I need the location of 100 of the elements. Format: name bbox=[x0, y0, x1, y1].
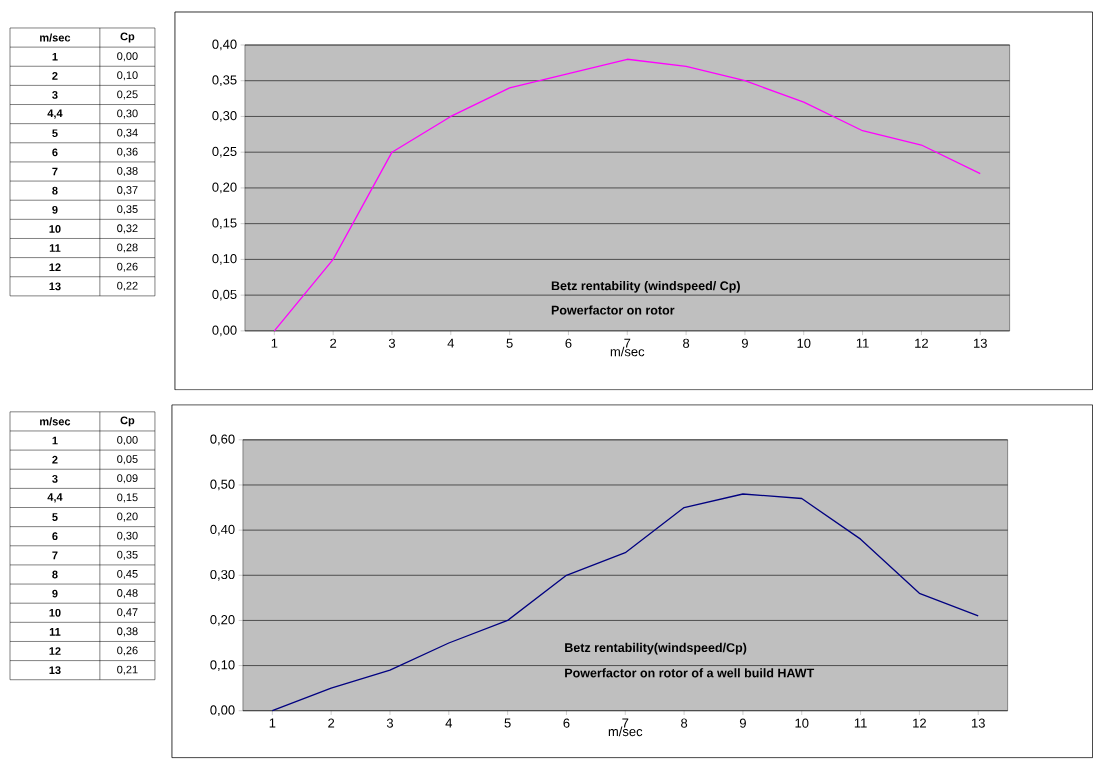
text: 0,00 bbox=[117, 52, 138, 62]
text: Cp bbox=[120, 416, 135, 427]
x-tick-label: 4 bbox=[445, 718, 453, 728]
line-series bbox=[273, 58, 981, 332]
text: 2 bbox=[52, 72, 58, 80]
text: 8 bbox=[52, 186, 58, 195]
text: 0,38 bbox=[117, 167, 138, 177]
text: 0,34 bbox=[117, 128, 138, 138]
text: 11 bbox=[49, 244, 61, 252]
y-tick-label: 0,15 bbox=[212, 218, 237, 230]
x-tick-label: 5 bbox=[504, 718, 511, 728]
y-tick-label: 0,30 bbox=[212, 111, 237, 122]
text: 0,20 bbox=[117, 512, 138, 522]
text: 10 bbox=[49, 225, 61, 233]
line-series bbox=[271, 493, 979, 712]
text: 0,36 bbox=[117, 147, 138, 158]
text: 0,30 bbox=[117, 109, 138, 119]
x-tick-label: 1 bbox=[271, 338, 278, 348]
text: 7 bbox=[52, 551, 58, 560]
text: 11 bbox=[49, 628, 61, 636]
annotation: Powerfactor on rotor bbox=[551, 305, 675, 315]
text: 0,15 bbox=[117, 493, 138, 503]
x-tick-label: 4 bbox=[447, 338, 455, 348]
y-tick-label: 0,50 bbox=[210, 479, 235, 491]
x-tick-label: 8 bbox=[683, 338, 690, 348]
text: 13 bbox=[49, 666, 61, 675]
y-tick-label: 0,30 bbox=[210, 570, 235, 581]
x-tick-label: 6 bbox=[565, 338, 572, 348]
x-tick-label: 2 bbox=[330, 338, 337, 348]
x-tick-label: 7 bbox=[622, 718, 629, 728]
x-tick-label: 13 bbox=[973, 338, 987, 348]
text: 0,47 bbox=[117, 608, 138, 618]
text: 0,21 bbox=[117, 665, 138, 675]
text: 6 bbox=[52, 532, 58, 541]
x-tick-label: 6 bbox=[563, 718, 570, 728]
text: 1 bbox=[52, 436, 58, 445]
y-tick-label: 0,10 bbox=[212, 254, 237, 265]
text: 0,09 bbox=[117, 474, 138, 484]
text: 0,10 bbox=[117, 71, 138, 81]
x-tick-label: 2 bbox=[328, 718, 335, 728]
text: m/sec bbox=[40, 33, 71, 42]
x-tick-label: 10 bbox=[797, 338, 811, 348]
text: 10 bbox=[49, 609, 61, 617]
x-tick-label: 10 bbox=[795, 718, 809, 728]
text: 4,4 bbox=[47, 109, 63, 119]
x-tick-label: 12 bbox=[913, 718, 926, 728]
text: 9 bbox=[52, 589, 58, 598]
text: 0,26 bbox=[117, 262, 138, 272]
x-tick-label: 11 bbox=[856, 338, 869, 348]
x-tick-label: 13 bbox=[971, 718, 985, 728]
annotation: Powerfactor on rotor of a well build HAWT bbox=[565, 668, 815, 678]
y-tick-label: 0,40 bbox=[212, 39, 237, 51]
x-axis-title: m/sec bbox=[608, 726, 643, 737]
text: 0,35 bbox=[117, 550, 138, 561]
text: 8 bbox=[52, 570, 58, 579]
text: 0,32 bbox=[117, 224, 138, 234]
x-tick-label: 3 bbox=[388, 338, 396, 348]
text: Cp bbox=[120, 32, 135, 43]
text: 6 bbox=[52, 148, 58, 157]
y-tick-label: 0,00 bbox=[210, 705, 235, 717]
y-tick-label: 0,20 bbox=[212, 182, 237, 194]
annotation: Betz rentability(windspeed/Cp) bbox=[565, 643, 747, 655]
text: 5 bbox=[52, 513, 58, 522]
text: 0,05 bbox=[117, 455, 138, 465]
text: 0,26 bbox=[117, 646, 138, 656]
text: m/sec bbox=[40, 417, 71, 426]
text: 3 bbox=[52, 475, 58, 483]
y-tick-label: 0,00 bbox=[212, 325, 237, 337]
text: 0,45 bbox=[117, 570, 138, 580]
text: 1 bbox=[52, 53, 58, 61]
text: 0,28 bbox=[117, 243, 138, 253]
text: 0,38 bbox=[117, 627, 138, 637]
text: 3 bbox=[52, 91, 58, 99]
y-tick-label: 0,05 bbox=[212, 289, 237, 301]
y-tick-label: 0,10 bbox=[210, 660, 235, 672]
text: 12 bbox=[49, 647, 61, 656]
y-tick-label: 0,35 bbox=[212, 75, 237, 87]
x-tick-label: 11 bbox=[854, 718, 867, 728]
text: 0,22 bbox=[117, 281, 138, 291]
text: 12 bbox=[49, 263, 61, 272]
y-tick-label: 0,25 bbox=[212, 146, 237, 158]
text: 4,4 bbox=[47, 493, 63, 503]
x-tick-label: 7 bbox=[624, 338, 631, 348]
y-tick-label: 0,20 bbox=[210, 615, 235, 626]
text: 0,30 bbox=[117, 531, 138, 541]
x-tick-label: 1 bbox=[269, 718, 276, 728]
text: 2 bbox=[52, 455, 58, 464]
y-tick-label: 0,60 bbox=[210, 434, 235, 446]
text: 0,00 bbox=[117, 436, 138, 446]
x-tick-label: 3 bbox=[386, 718, 394, 728]
x-tick-label: 8 bbox=[681, 718, 688, 728]
annotation: Betz rentability (windspeed/ Cp) bbox=[551, 281, 740, 293]
text: 0,25 bbox=[117, 90, 138, 100]
text: 13 bbox=[49, 282, 61, 291]
text: 7 bbox=[52, 167, 58, 176]
x-tick-label: 9 bbox=[739, 718, 746, 728]
x-tick-label: 9 bbox=[741, 338, 748, 348]
x-tick-label: 12 bbox=[915, 338, 928, 348]
x-axis-title: m/sec bbox=[610, 346, 645, 357]
text: 0,37 bbox=[117, 186, 138, 196]
